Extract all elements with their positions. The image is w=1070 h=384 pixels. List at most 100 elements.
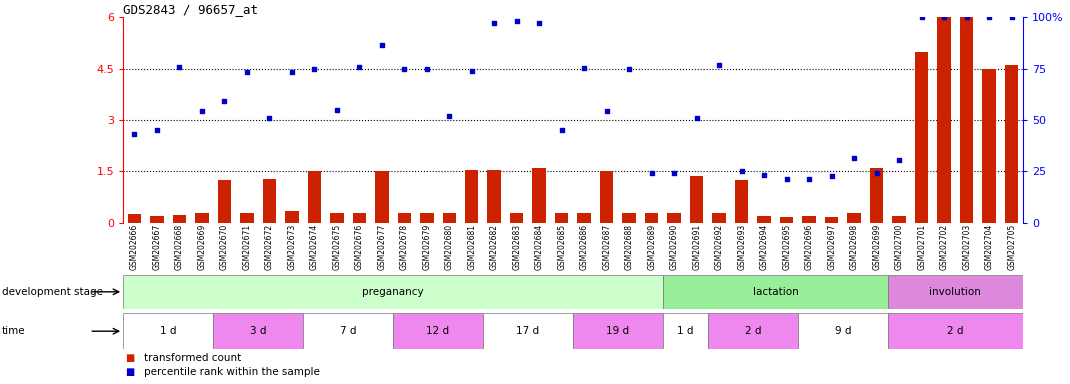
Point (621, 66, 638, 72)
Text: 7 d: 7 d (340, 326, 356, 336)
Point (868, 170, 885, 176)
Point (508, 18, 525, 24)
Bar (645, 213, 658, 223)
Bar (798, 313, 888, 349)
Bar (213, 313, 303, 349)
Bar (888, 313, 1023, 349)
Bar (172, 215, 186, 223)
Point (306, 66, 323, 72)
Point (666, 170, 683, 176)
Text: 12 d: 12 d (427, 326, 449, 336)
Bar (421, 213, 433, 223)
Bar (195, 213, 209, 223)
Bar (937, 17, 951, 223)
Bar (892, 216, 906, 223)
Bar (352, 213, 366, 223)
Bar (307, 171, 321, 223)
Text: 3 d: 3 d (249, 326, 266, 336)
Bar (488, 170, 501, 223)
Bar (533, 168, 546, 223)
Point (373, 41, 391, 48)
Bar (465, 170, 478, 223)
Bar (668, 213, 681, 223)
Point (733, 168, 750, 174)
Point (328, 107, 346, 113)
Bar (623, 213, 636, 223)
Point (531, 20, 548, 26)
Bar (510, 213, 523, 223)
Bar (690, 177, 703, 223)
Bar (847, 213, 861, 223)
Bar (303, 313, 393, 349)
Text: GDS2843 / 96657_at: GDS2843 / 96657_at (123, 3, 258, 16)
Bar (285, 212, 299, 223)
Text: time: time (2, 326, 26, 336)
Point (171, 64, 188, 70)
Bar (240, 213, 254, 223)
Bar (870, 168, 884, 223)
Point (239, 69, 256, 75)
Point (935, 14, 952, 20)
Point (396, 66, 413, 73)
Text: lactation: lactation (752, 287, 798, 297)
Bar (262, 179, 276, 223)
Point (284, 69, 301, 75)
Bar (1005, 65, 1019, 223)
Point (441, 113, 458, 119)
Bar (150, 216, 164, 223)
Point (1003, 14, 1020, 20)
Point (261, 115, 278, 121)
Point (890, 157, 907, 164)
Point (553, 126, 570, 132)
Bar (555, 213, 568, 223)
Bar (217, 180, 231, 223)
Point (463, 68, 480, 74)
Text: transformed count: transformed count (144, 353, 242, 363)
Bar (708, 313, 798, 349)
Point (710, 61, 728, 68)
Text: 2 d: 2 d (745, 326, 761, 336)
Text: involution: involution (930, 287, 981, 297)
Bar (982, 69, 996, 223)
Point (778, 176, 795, 182)
Text: preganancy: preganancy (363, 287, 424, 297)
Bar (123, 275, 663, 309)
Point (755, 172, 773, 179)
Bar (398, 213, 411, 223)
Bar (127, 214, 141, 223)
Bar (663, 275, 888, 309)
Text: 1 d: 1 d (677, 326, 693, 336)
Point (351, 64, 368, 70)
Bar (600, 171, 613, 223)
Point (194, 108, 211, 114)
Bar (123, 313, 213, 349)
Point (643, 170, 660, 176)
Point (576, 65, 593, 71)
Text: 1 d: 1 d (159, 326, 177, 336)
Point (913, 14, 930, 20)
Bar (780, 217, 794, 223)
Bar (443, 213, 456, 223)
Bar (888, 275, 1023, 309)
Bar (330, 213, 343, 223)
Text: percentile rank within the sample: percentile rank within the sample (144, 367, 320, 377)
Bar (713, 213, 725, 223)
Point (126, 131, 143, 137)
Point (980, 14, 997, 20)
Text: 2 d: 2 d (947, 326, 964, 336)
Point (823, 174, 840, 180)
Text: 9 d: 9 d (835, 326, 852, 336)
Bar (393, 313, 483, 349)
Bar (483, 313, 574, 349)
Point (598, 108, 615, 114)
Bar (825, 217, 839, 223)
Bar (574, 313, 663, 349)
Text: development stage: development stage (2, 287, 103, 297)
Bar (802, 216, 816, 223)
Point (418, 66, 435, 72)
Bar (374, 171, 388, 223)
Point (800, 176, 817, 182)
Text: 17 d: 17 d (517, 326, 539, 336)
Text: ■: ■ (125, 367, 135, 377)
Bar (758, 216, 771, 223)
